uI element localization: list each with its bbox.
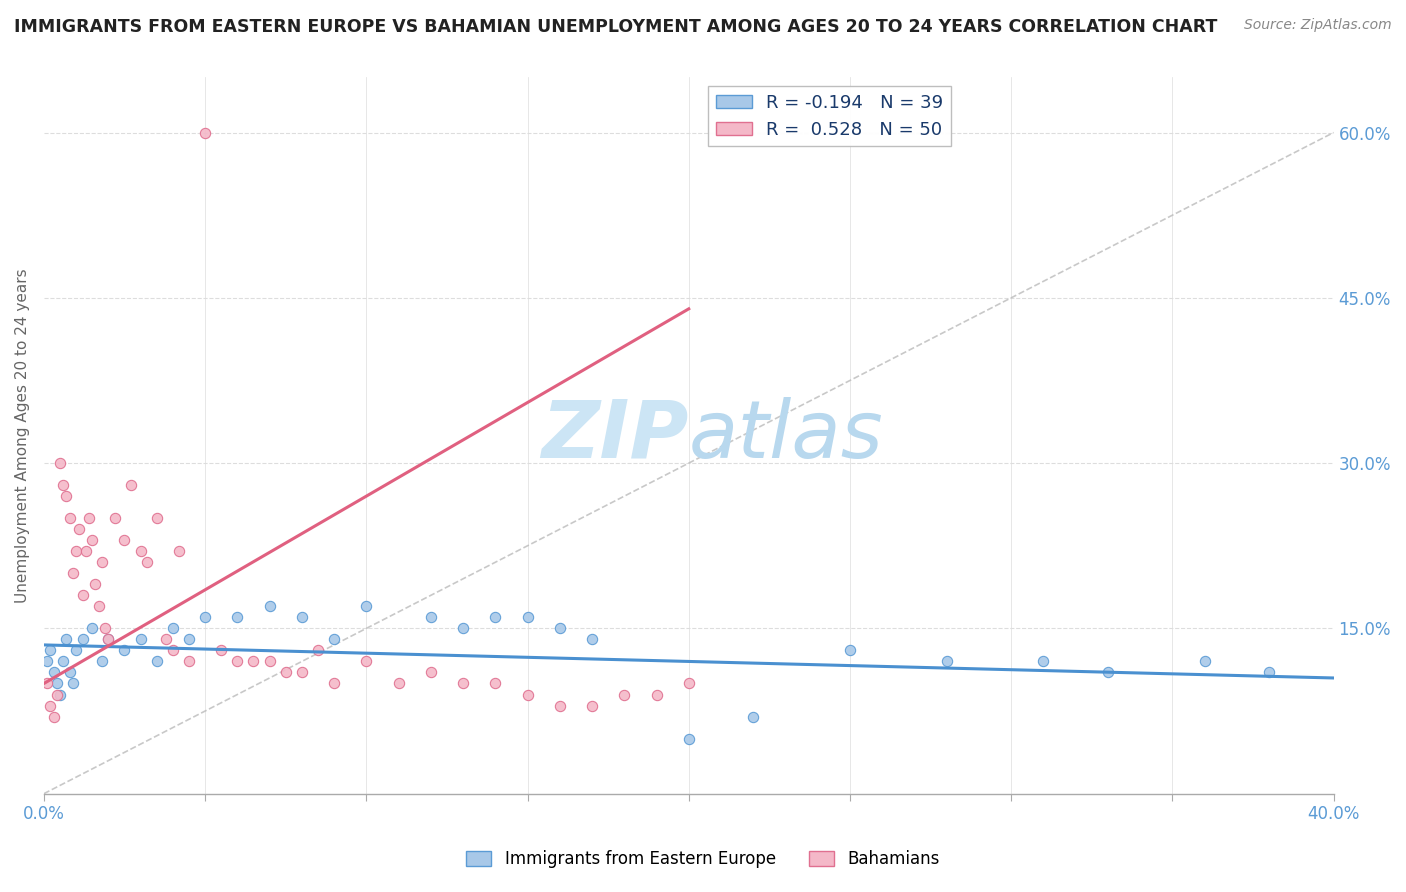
Point <box>75 544 97 558</box>
Point <box>49 688 72 702</box>
Point <box>145 511 167 525</box>
Point <box>120 478 142 492</box>
Point <box>87 599 110 614</box>
Point <box>242 655 264 669</box>
Point <box>136 555 159 569</box>
Point <box>356 599 378 614</box>
Legend: Immigrants from Eastern Europe, Bahamians: Immigrants from Eastern Europe, Bahamian… <box>460 844 946 875</box>
Point <box>129 544 152 558</box>
Legend: R = -0.194   N = 39, R =  0.528   N = 50: R = -0.194 N = 39, R = 0.528 N = 50 <box>709 87 950 146</box>
Point <box>62 676 84 690</box>
Point <box>169 544 191 558</box>
Point <box>1032 655 1054 669</box>
Point <box>45 688 67 702</box>
Point <box>548 698 571 713</box>
Point <box>52 655 75 669</box>
Point <box>72 632 94 647</box>
Text: Source: ZipAtlas.com: Source: ZipAtlas.com <box>1244 18 1392 32</box>
Point <box>59 665 82 680</box>
Point <box>155 632 177 647</box>
Point <box>65 544 87 558</box>
Point <box>516 610 538 624</box>
Point <box>678 731 700 746</box>
Point <box>55 632 77 647</box>
Point <box>1097 665 1119 680</box>
Point <box>1258 665 1281 680</box>
Point <box>226 655 249 669</box>
Point <box>82 533 104 548</box>
Point <box>935 655 957 669</box>
Text: atlas: atlas <box>689 397 883 475</box>
Point <box>645 688 668 702</box>
Point <box>742 709 765 723</box>
Point <box>291 610 314 624</box>
Point <box>59 511 82 525</box>
Point <box>114 643 136 657</box>
Point <box>82 621 104 635</box>
Point <box>323 676 346 690</box>
Point <box>259 655 281 669</box>
Point <box>67 522 90 536</box>
Point <box>114 533 136 548</box>
Point <box>581 632 603 647</box>
Point <box>145 655 167 669</box>
Point <box>65 643 87 657</box>
Point <box>451 676 474 690</box>
Point <box>226 610 249 624</box>
Point <box>62 566 84 581</box>
Point <box>129 632 152 647</box>
Point <box>97 632 120 647</box>
Point <box>37 655 59 669</box>
Point <box>49 456 72 470</box>
Point <box>90 655 112 669</box>
Point <box>259 599 281 614</box>
Point <box>194 126 217 140</box>
Point <box>42 709 65 723</box>
Point <box>548 621 571 635</box>
Point <box>77 511 100 525</box>
Point <box>274 665 297 680</box>
Point <box>42 665 65 680</box>
Point <box>419 665 441 680</box>
Point <box>419 610 441 624</box>
Point <box>55 489 77 503</box>
Point <box>45 676 67 690</box>
Point <box>52 478 75 492</box>
Point <box>72 588 94 602</box>
Point <box>177 655 200 669</box>
Point <box>678 676 700 690</box>
Text: ZIP: ZIP <box>541 397 689 475</box>
Point <box>162 621 184 635</box>
Point <box>307 643 329 657</box>
Point <box>387 676 409 690</box>
Point <box>291 665 314 680</box>
Point <box>37 676 59 690</box>
Point <box>90 555 112 569</box>
Point <box>177 632 200 647</box>
Point <box>39 698 62 713</box>
Point <box>1194 655 1216 669</box>
Point <box>94 621 117 635</box>
Point <box>104 511 127 525</box>
Point <box>581 698 603 713</box>
Point <box>162 643 184 657</box>
Point <box>323 632 346 647</box>
Point <box>484 610 506 624</box>
Point <box>84 577 107 591</box>
Point <box>97 632 120 647</box>
Point <box>839 643 862 657</box>
Point <box>209 643 232 657</box>
Point <box>194 610 217 624</box>
Point <box>516 688 538 702</box>
Point <box>484 676 506 690</box>
Text: IMMIGRANTS FROM EASTERN EUROPE VS BAHAMIAN UNEMPLOYMENT AMONG AGES 20 TO 24 YEAR: IMMIGRANTS FROM EASTERN EUROPE VS BAHAMI… <box>14 18 1218 36</box>
Point <box>356 655 378 669</box>
Point <box>613 688 636 702</box>
Point <box>451 621 474 635</box>
Point <box>39 643 62 657</box>
Y-axis label: Unemployment Among Ages 20 to 24 years: Unemployment Among Ages 20 to 24 years <box>15 268 30 603</box>
